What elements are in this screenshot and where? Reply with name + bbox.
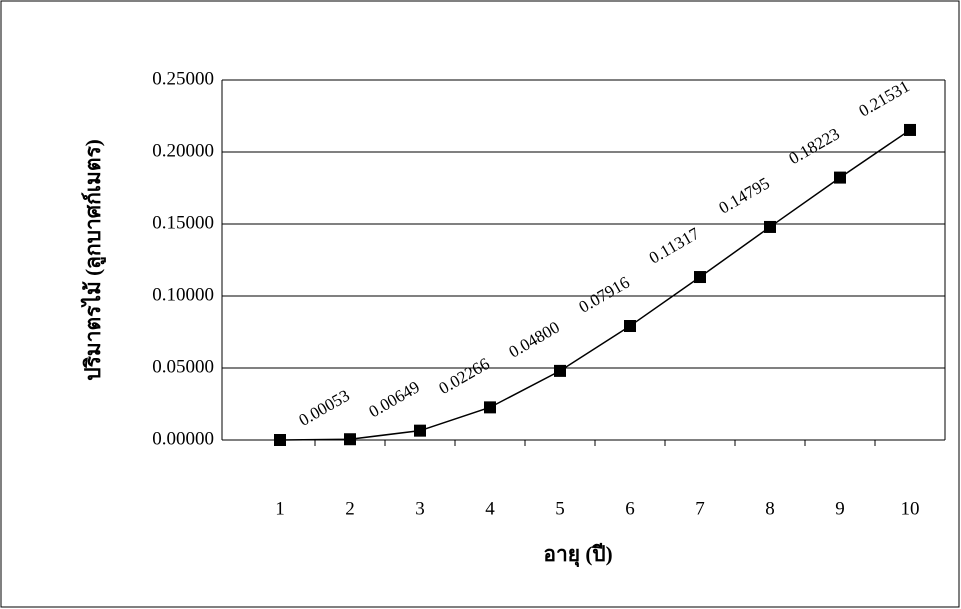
x-tick-label: 2 <box>345 498 355 519</box>
data-label: 0.07916 <box>576 273 633 317</box>
x-tick-label: 6 <box>625 498 635 519</box>
marker <box>274 434 286 446</box>
series-line <box>279 129 911 441</box>
marker <box>834 171 846 184</box>
marker <box>344 433 356 446</box>
marker <box>554 364 566 377</box>
y-axis-title: ปริมาตรไม้ (ลูกบาศก์เมตร) <box>80 139 107 381</box>
data-label: 0.00053 <box>296 386 353 430</box>
data-label: 0.18223 <box>786 124 843 168</box>
marker <box>694 271 706 284</box>
y-tick-label: 0.10000 <box>152 284 214 305</box>
x-axis-title: อายุ (ปี) <box>543 542 612 568</box>
x-tick-label: 1 <box>275 498 285 519</box>
x-tick-label: 4 <box>485 498 495 519</box>
x-tick-label: 8 <box>765 498 775 519</box>
marker <box>624 320 636 333</box>
data-label: 0.02266 <box>436 354 493 398</box>
data-label: 0.11317 <box>646 224 703 268</box>
data-label: 0.14795 <box>716 174 773 218</box>
y-tick-label: 0.20000 <box>152 140 214 161</box>
x-tick-label: 3 <box>415 498 425 519</box>
data-label: 0.04800 <box>506 317 563 361</box>
x-tick-label: 9 <box>835 498 845 519</box>
y-tick-label: 0.15000 <box>152 212 214 233</box>
y-tick-label: 0.25000 <box>152 68 214 89</box>
data-label: 0.00649 <box>366 377 423 421</box>
marker <box>414 424 426 437</box>
marker <box>764 220 776 233</box>
marker <box>484 401 496 414</box>
marker <box>904 123 916 136</box>
y-tick-label: 0.00000 <box>152 428 214 449</box>
x-tick-label: 10 <box>901 498 920 519</box>
x-tick-label: 7 <box>695 498 705 519</box>
y-tick-label: 0.05000 <box>152 356 214 377</box>
x-tick-label: 5 <box>555 498 565 519</box>
data-label: 0.21531 <box>856 77 913 121</box>
